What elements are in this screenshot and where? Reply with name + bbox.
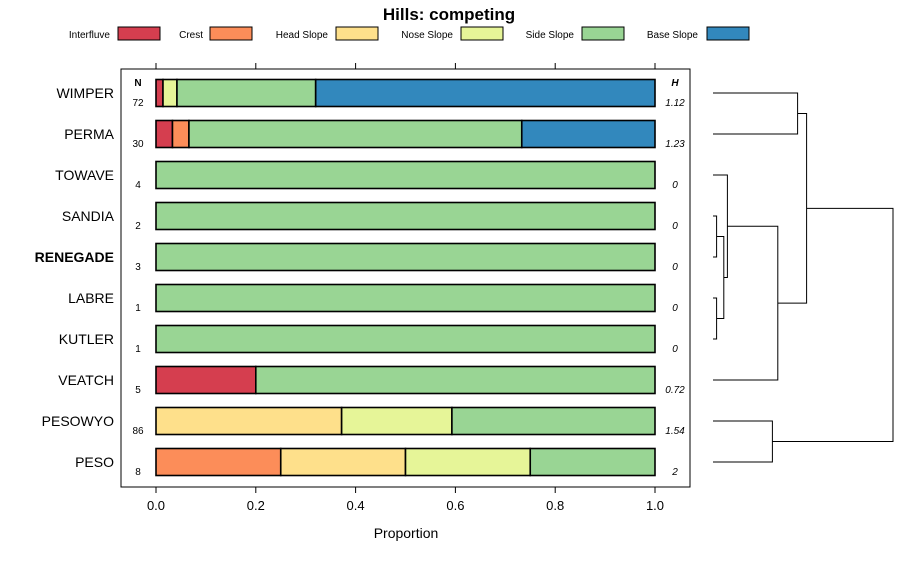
row-label-sandia: SANDIA (62, 208, 115, 224)
bar-segment-peso-side-slope (529, 447, 656, 477)
n-value-labre: 1 (135, 303, 141, 314)
legend-label-nose-slope: Nose Slope (401, 30, 453, 41)
legend: Interfluve Crest Head Slope Nose Slope Side … (69, 26, 750, 41)
x-axis-label: Proportion (374, 525, 439, 541)
bar-segment-perma-crest (171, 119, 190, 149)
h-value-perma: 1.23 (665, 139, 685, 150)
n-value-towave: 4 (135, 180, 141, 191)
x-tick-label: 0.4 (347, 498, 365, 513)
h-value-towave: 0 (672, 180, 678, 191)
legend-swatch-head-slope (335, 26, 379, 41)
x-tick-label: 0.6 (446, 498, 464, 513)
n-value-renegade: 3 (135, 262, 141, 273)
h-value-labre: 0 (672, 303, 678, 314)
bar-group (155, 78, 656, 477)
dendrogram-branch (713, 225, 779, 381)
x-tick-label: 0.8 (546, 498, 564, 513)
dendrogram (713, 92, 894, 463)
legend-label-base-slope: Base Slope (647, 30, 699, 41)
h-value-veatch: 0.72 (665, 385, 685, 396)
h-value-renegade: 0 (672, 262, 678, 273)
bar-segment-veatch-interfluve (155, 365, 257, 395)
h-value-kutler: 0 (672, 344, 678, 355)
row-label-wimper: WIMPER (56, 85, 114, 101)
n-value-veatch: 5 (135, 385, 141, 396)
bar-segment-towave-side-slope (155, 160, 656, 190)
h-value-sandia: 0 (672, 221, 678, 232)
n-value-sandia: 2 (135, 221, 141, 232)
bar-segment-pesowyo-head-slope (155, 406, 343, 436)
bar-segment-wimper-side-slope (176, 78, 317, 108)
row-label-towave: TOWAVE (55, 167, 114, 183)
n-column-header: N (134, 78, 141, 89)
legend-label-head-slope: Head Slope (276, 30, 329, 41)
n-value-wimper: 72 (132, 98, 144, 109)
bar-segment-pesowyo-side-slope (451, 406, 656, 436)
bar-segment-veatch-side-slope (255, 365, 656, 395)
h-value-pesowyo: 1.54 (665, 426, 685, 437)
dendrogram-branch (713, 174, 728, 278)
bar-segment-peso-head-slope (279, 447, 407, 477)
legend-label-interfluve: Interfluve (69, 30, 111, 41)
bar-segment-perma-base-slope (520, 119, 656, 149)
legend-swatch-crest (209, 26, 253, 41)
dendrogram-branch (716, 236, 725, 319)
bar-segment-pesowyo-nose-slope (340, 406, 453, 436)
dendrogram-branch (772, 207, 894, 442)
row-label-pesowyo: PESOWYO (42, 413, 114, 429)
dendrogram-branch (713, 420, 773, 463)
chart-title: Hills: competing (383, 5, 515, 24)
bar-segment-labre-side-slope (155, 283, 656, 313)
x-axis: 0.0 0.2 0.4 0.6 0.8 1.0 (147, 63, 664, 513)
row-label-veatch: VEATCH (58, 372, 114, 388)
legend-swatch-side-slope (581, 26, 625, 41)
row-label-labre: LABRE (68, 290, 114, 306)
bar-segment-perma-interfluve (155, 119, 174, 149)
plot-frame (120, 68, 691, 488)
dendrogram-branch (713, 92, 799, 135)
bar-segment-wimper-base-slope (314, 78, 656, 108)
n-value-peso: 8 (135, 467, 141, 478)
dendrogram-branch (713, 297, 718, 340)
row-label-kutler: KUTLER (59, 331, 114, 347)
legend-swatch-base-slope (706, 26, 750, 41)
legend-label-crest: Crest (179, 30, 203, 41)
h-value-wimper: 1.12 (665, 98, 685, 109)
n-value-perma: 30 (132, 139, 144, 150)
n-value-kutler: 1 (135, 344, 141, 355)
bar-segment-peso-crest (155, 447, 282, 477)
bar-segment-perma-side-slope (188, 119, 523, 149)
x-tick-label: 0.2 (247, 498, 265, 513)
bar-segment-wimper-nose-slope (162, 78, 178, 108)
dendrogram-branch (777, 113, 808, 304)
row-label-peso: PESO (75, 454, 114, 470)
h-value-peso: 2 (671, 467, 678, 478)
bar-segment-peso-nose-slope (404, 447, 532, 477)
bar-segment-wimper-interfluve (155, 78, 164, 108)
legend-swatch-nose-slope (460, 26, 504, 41)
legend-label-side-slope: Side Slope (526, 30, 575, 41)
bar-segment-renegade-side-slope (155, 242, 656, 272)
row-label-perma: PERMA (64, 126, 114, 142)
dendrogram-branch (713, 215, 718, 258)
h-column-header: H (671, 78, 679, 89)
bar-segment-kutler-side-slope (155, 324, 656, 354)
legend-swatch-interfluve (117, 26, 161, 41)
x-tick-label: 1.0 (646, 498, 664, 513)
x-tick-label: 0.0 (147, 498, 165, 513)
bar-segment-sandia-side-slope (155, 201, 656, 231)
n-value-pesowyo: 86 (132, 426, 144, 437)
row-label-renegade: RENEGADE (35, 249, 114, 265)
